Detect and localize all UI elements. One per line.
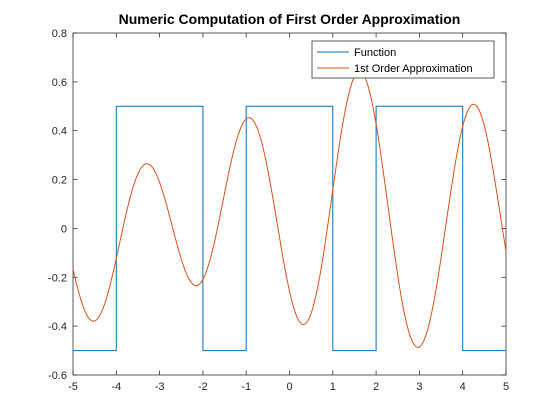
x-tick-label: 0: [286, 381, 292, 393]
y-tick-label: 0: [61, 223, 67, 235]
series-line-1: [73, 105, 506, 352]
plot-area: -5 -4 -3 -2 -1 0 1 2 3 4 5 -0.6 -0.4 -0.2 0 0.2 0.4 0.6 0…: [48, 28, 509, 393]
y-tick-label: -0.4: [48, 321, 67, 333]
series-layer: [72, 70, 507, 352]
legend-box: [311, 40, 495, 79]
legend-entries: Function 1st Order Approximation: [317, 47, 473, 75]
x-tick-label: 3: [416, 381, 422, 393]
x-axis: -5 -4 -3 -2 -1 0 1 2 3 4 5: [68, 33, 509, 393]
axes-box: [72, 32, 507, 376]
legend-label-2: 1st Order Approximation: [354, 63, 473, 75]
chart-title: Numeric Computation of First Order Appro…: [119, 11, 461, 27]
x-tick-label: -3: [155, 381, 165, 393]
y-tick-label: 0.8: [52, 28, 67, 40]
x-tick-label: -2: [198, 381, 208, 393]
x-tick-label: -4: [111, 381, 121, 393]
y-tick-label: 0.2: [52, 175, 67, 187]
y-axis: -0.6 -0.4 -0.2 0 0.2 0.4 0.6 0.8: [48, 28, 506, 382]
x-tick-label: 2: [373, 381, 379, 393]
legend: Function 1st Order Approximation: [311, 40, 495, 79]
x-tick-label: 5: [503, 381, 509, 393]
y-tick-label: -0.2: [48, 272, 67, 284]
series-line-2: [72, 70, 507, 348]
x-tick-label: -1: [241, 381, 251, 393]
x-tick-label: 4: [460, 381, 466, 393]
y-tick-label: -0.6: [48, 370, 67, 382]
y-tick-label: 0.6: [52, 77, 67, 89]
y-tick-label: 0.4: [52, 126, 67, 138]
x-tick-label: 1: [330, 381, 336, 393]
x-tick-label: -5: [68, 381, 78, 393]
legend-label-1: Function: [354, 47, 396, 59]
